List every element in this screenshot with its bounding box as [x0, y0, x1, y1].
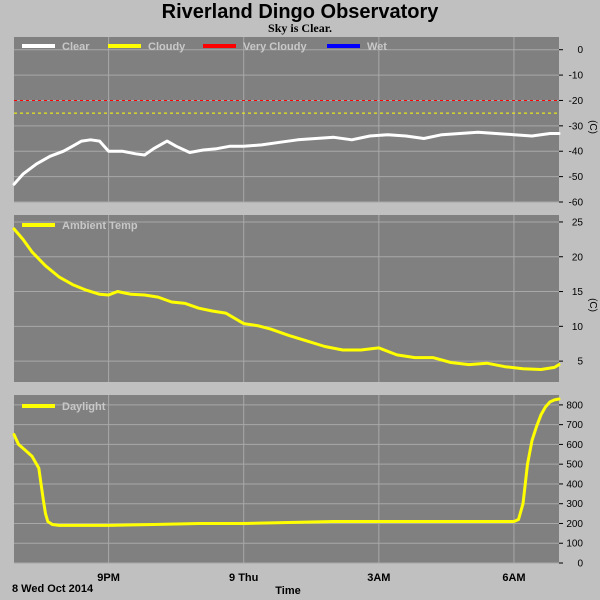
panel-daylight-legend: Daylight [22, 401, 106, 413]
series-line [12, 397, 561, 527]
panel-daylight: 800 700 600 500 400 300 200 100 0 Daylight [12, 395, 583, 570]
y-tick-label: 5 [577, 357, 583, 368]
panel-ambient-yticks: 25 20 15 10 5 [559, 217, 584, 368]
panel-daylight-series [12, 397, 561, 527]
legend-clear-label: Clear [62, 41, 90, 53]
y-tick-label: 600 [566, 440, 583, 451]
chart-title: Riverland Dingo Observatory [161, 1, 439, 23]
panel-sky-series [12, 130, 561, 186]
panel-sky-legend: Clear Cloudy Very Cloudy Wet [22, 41, 387, 53]
panel-ambient-ylabel: (C) [587, 298, 598, 312]
time-axis-label: Time [275, 585, 300, 597]
panel-ambient-series [12, 227, 561, 371]
legend-very-cloudy-label: Very Cloudy [243, 41, 307, 53]
y-tick-label: 25 [572, 217, 584, 228]
panel-daylight-plot-area [14, 395, 559, 563]
y-tick-label: 300 [566, 499, 583, 510]
y-tick-label: 100 [566, 539, 583, 550]
panel-sky-thresholds [14, 99, 559, 114]
panel-daylight-grid [14, 395, 559, 564]
x-tick-label: 3AM [367, 572, 390, 584]
legend-cloudy-label: Cloudy [148, 41, 186, 53]
y-tick-label: -50 [569, 172, 584, 183]
series-line [12, 130, 561, 186]
panel-ambient-legend: Ambient Temp [22, 220, 138, 232]
legend-ambient-label: Ambient Temp [62, 220, 138, 232]
series-line [12, 227, 561, 371]
date-label: 8 Wed Oct 2014 [12, 583, 94, 595]
panel-ambient-grid [14, 215, 559, 382]
x-tick-label: 6AM [502, 572, 525, 584]
panel-sky-yticks: 0 -10 -20 -30 -40 -50 -60 [559, 45, 584, 209]
panel-sky-ylabel: (C) [587, 120, 598, 134]
y-tick-label: 10 [572, 322, 584, 333]
x-tick-label: 9PM [97, 572, 120, 584]
legend-wet-label: Wet [367, 41, 387, 53]
y-tick-label: 20 [572, 252, 584, 263]
legend-daylight-label: Daylight [62, 401, 106, 413]
panel-daylight-yticks: 800 700 600 500 400 300 200 100 0 [559, 400, 583, 570]
y-tick-label: -40 [569, 147, 584, 158]
x-tick-label: 9 Thu [229, 572, 258, 584]
y-tick-label: 0 [577, 559, 583, 570]
y-tick-label: 0 [577, 45, 583, 56]
y-tick-label: 500 [566, 460, 583, 471]
y-tick-label: -10 [569, 71, 584, 82]
y-tick-label: 700 [566, 420, 583, 431]
panel-sky-plot-area [14, 37, 559, 202]
time-axis: 9PM 9 Thu 3AM 6AM [97, 572, 525, 584]
y-tick-label: -20 [569, 96, 584, 107]
y-tick-label: 400 [566, 479, 583, 490]
chart-subtitle: Sky is Clear. [268, 21, 332, 35]
y-tick-label: -30 [569, 121, 584, 132]
panel-ambient-plot-area [14, 215, 559, 382]
y-tick-label: 800 [566, 400, 583, 411]
y-tick-label: 15 [572, 287, 584, 298]
y-tick-label: 200 [566, 519, 583, 530]
y-tick-label: -60 [569, 198, 584, 209]
panel-ambient-temp: 25 20 15 10 5 (C) Ambient Temp [12, 215, 598, 382]
panel-sky-temperature: 0 -10 -20 -30 -40 -50 -60 (C) Clear Cloudy Ver… [12, 37, 598, 209]
